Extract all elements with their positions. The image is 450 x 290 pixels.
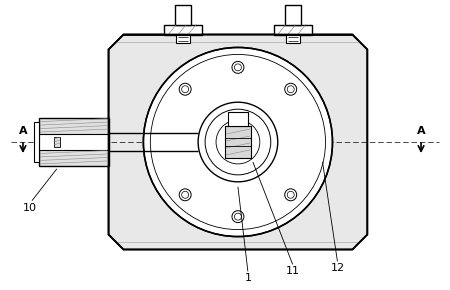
Bar: [285, 5, 301, 25]
Bar: [274, 25, 311, 35]
Bar: [286, 35, 300, 44]
Text: A: A: [18, 126, 27, 136]
Circle shape: [232, 61, 244, 73]
Circle shape: [198, 102, 278, 182]
Text: A: A: [417, 126, 425, 136]
Circle shape: [179, 83, 191, 95]
Bar: [39, 118, 108, 166]
Bar: [164, 25, 202, 35]
Bar: [39, 134, 108, 150]
Bar: [54, 137, 60, 147]
Text: 10: 10: [23, 203, 37, 213]
Circle shape: [285, 83, 297, 95]
Circle shape: [144, 48, 333, 237]
Bar: [225, 126, 251, 158]
Polygon shape: [108, 35, 367, 249]
Text: 11: 11: [286, 267, 300, 276]
Bar: [228, 112, 248, 126]
Bar: [176, 35, 190, 44]
Bar: [34, 122, 39, 162]
Text: 12: 12: [330, 263, 345, 273]
Text: 1: 1: [244, 273, 252, 283]
Circle shape: [179, 189, 191, 201]
Circle shape: [285, 189, 297, 201]
Bar: [175, 5, 191, 25]
Circle shape: [232, 211, 244, 223]
